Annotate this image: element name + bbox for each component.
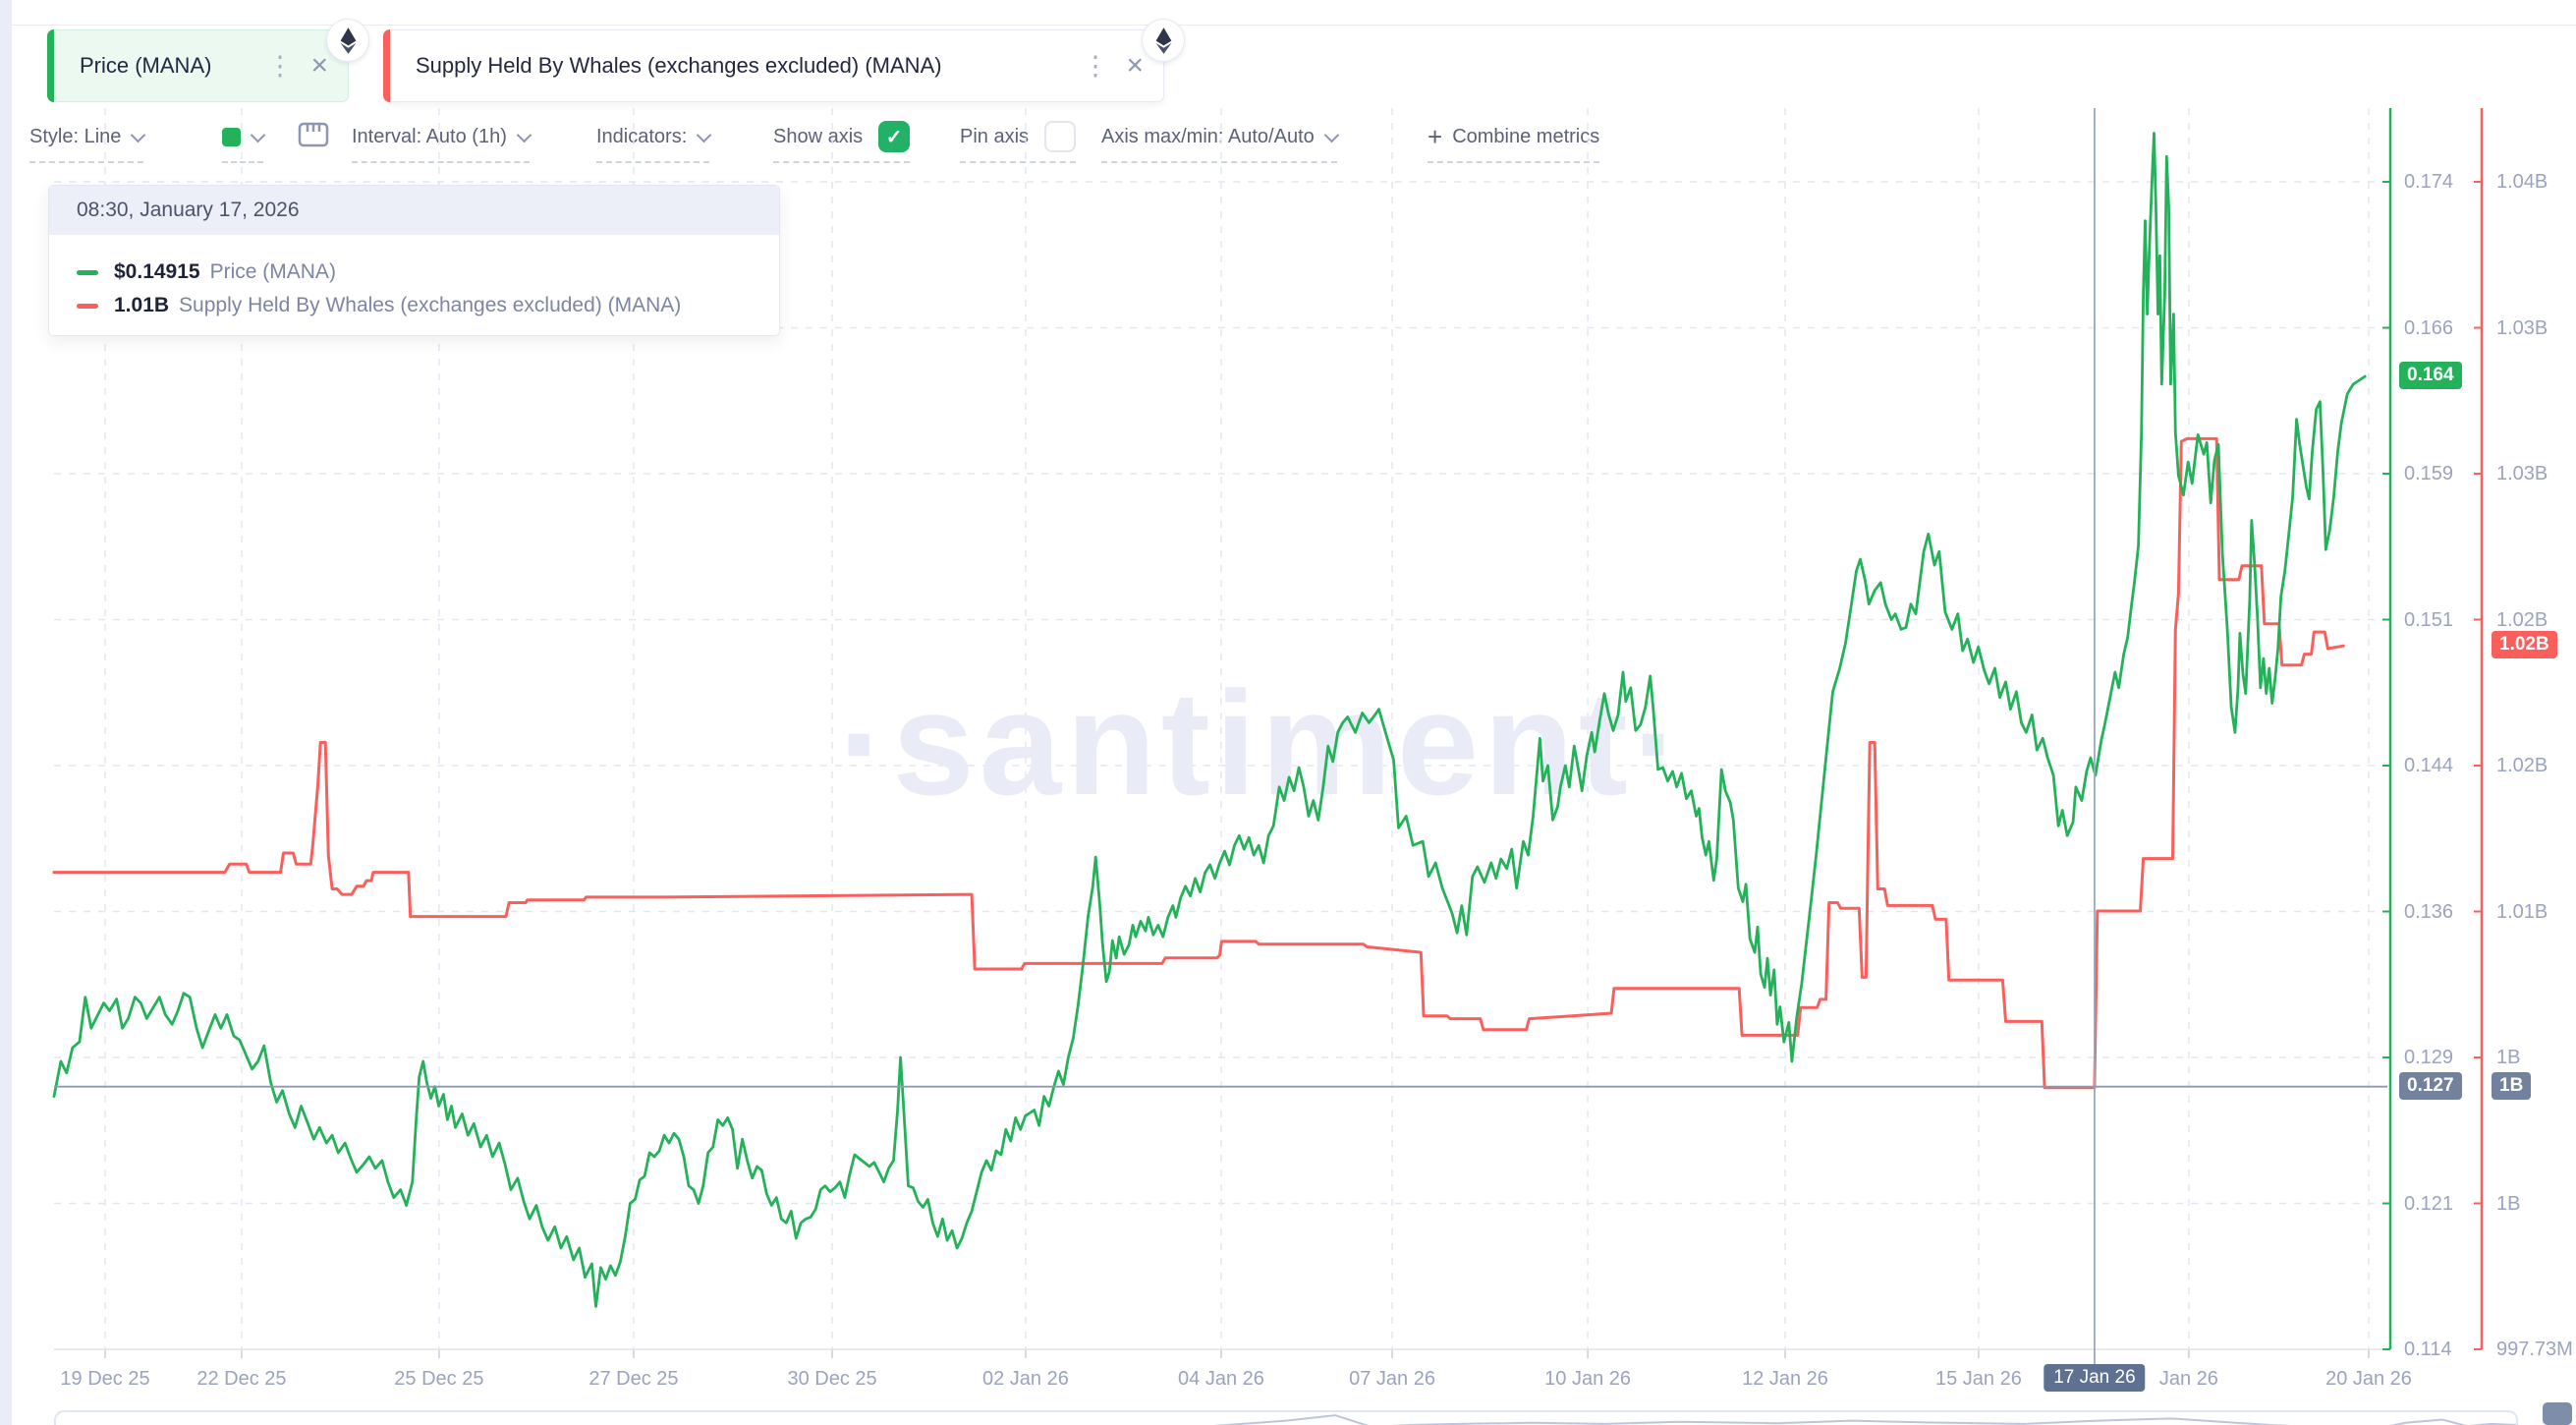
- pin-axis-toggle[interactable]: Pin axis: [960, 116, 1077, 163]
- top-divider: [12, 25, 2576, 26]
- left-edge-strip: [0, 0, 12, 1425]
- check-icon: ✓: [885, 126, 903, 148]
- style-label: Style: Line: [29, 125, 122, 147]
- pin-axis-label: Pin axis: [960, 125, 1030, 147]
- indicators-dropdown[interactable]: Indicators:: [596, 116, 712, 163]
- ethereum-icon: [1142, 19, 1185, 62]
- tab-supply-held-by-whales[interactable]: Supply Held By Whales (exchanges exclude…: [383, 29, 1164, 102]
- supply-line-series: [52, 436, 2345, 1090]
- interval-label: Interval: Auto (1h): [352, 125, 507, 147]
- show-axis-toggle[interactable]: Show axis ✓: [773, 116, 911, 163]
- tab-label: Price (MANA): [80, 53, 212, 78]
- pin-axis-checkbox[interactable]: [1044, 121, 1077, 152]
- kebab-menu-icon[interactable]: ⋮: [1082, 50, 1109, 81]
- indicators-label: Indicators:: [596, 125, 688, 147]
- kebab-menu-icon[interactable]: ⋮: [266, 50, 294, 81]
- tooltip-price-label: Price (MANA): [209, 260, 336, 283]
- plus-icon: +: [1428, 121, 1443, 151]
- axis-maxmin-label: Axis max/min: Auto/Auto: [1101, 125, 1315, 147]
- tooltip-body: $0.14915 Price (MANA) 1.01B Supply Held …: [49, 235, 779, 335]
- close-icon[interactable]: ×: [310, 49, 328, 82]
- chart-toolbar: Style: Line Interval: Auto (1h) Indicato…: [0, 116, 2576, 165]
- tab-price-mana[interactable]: Price (MANA) ⋮ ×: [47, 29, 349, 102]
- preview-right-handle[interactable]: [2543, 1402, 2572, 1425]
- tooltip-row-price: $0.14915 Price (MANA): [77, 260, 752, 284]
- tooltip-price-value: $0.14915: [114, 260, 200, 283]
- tab-accent-bar: [47, 29, 54, 102]
- tooltip-row-supply: 1.01B Supply Held By Whales (exchanges e…: [77, 294, 752, 317]
- interval-dropdown[interactable]: Interval: Auto (1h): [352, 116, 532, 163]
- show-axis-label: Show axis: [773, 125, 864, 147]
- tooltip-supply-label: Supply Held By Whales (exchanges exclude…: [179, 294, 682, 316]
- tooltip-supply-value: 1.01B: [114, 294, 170, 316]
- style-dropdown[interactable]: Style: Line: [29, 116, 146, 163]
- supply-series-dash-icon: [77, 303, 98, 309]
- series-color-dropdown[interactable]: [222, 116, 266, 163]
- combine-metrics-button[interactable]: + Combine metrics: [1428, 116, 1600, 163]
- close-icon[interactable]: ×: [1126, 49, 1144, 82]
- interval-ruler-icon: [298, 122, 329, 152]
- tooltip-timestamp: 08:30, January 17, 2026: [49, 186, 779, 235]
- chart-tooltip: 08:30, January 17, 2026 $0.14915 Price (…: [48, 185, 780, 336]
- tab-label: Supply Held By Whales (exchanges exclude…: [416, 53, 942, 78]
- axis-maxmin-dropdown[interactable]: Axis max/min: Auto/Auto: [1101, 116, 1340, 163]
- price-series-dash-icon: [77, 269, 98, 275]
- show-axis-checkbox[interactable]: ✓: [878, 121, 911, 152]
- color-swatch: [222, 127, 241, 146]
- combine-metrics-label: Combine metrics: [1452, 125, 1600, 147]
- preview-sparkline: [1213, 1414, 2517, 1425]
- price-line-series: [52, 132, 2367, 1308]
- ethereum-icon: [326, 19, 369, 62]
- tab-accent-bar: [383, 29, 390, 102]
